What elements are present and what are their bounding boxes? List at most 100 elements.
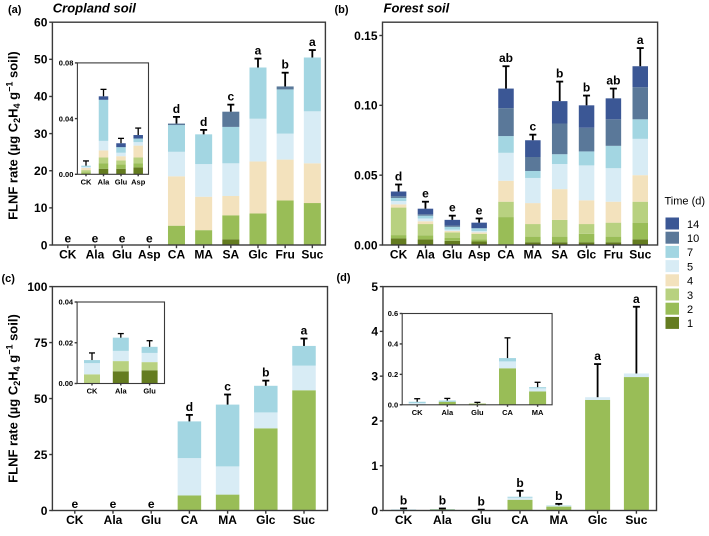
svg-text:5: 5 [687, 261, 693, 273]
svg-text:Glu: Glu [112, 248, 132, 262]
svg-text:10: 10 [34, 201, 48, 215]
svg-text:e: e [422, 187, 429, 201]
svg-text:20: 20 [34, 164, 48, 178]
svg-text:e: e [110, 497, 117, 511]
svg-text:Suc: Suc [629, 248, 651, 262]
svg-text:0.4: 0.4 [388, 340, 399, 349]
svg-text:1: 1 [371, 459, 378, 473]
svg-text:Glu: Glu [115, 177, 128, 186]
svg-text:e: e [148, 497, 155, 511]
svg-text:a: a [309, 35, 316, 49]
svg-text:FLNF rate (µg C2H4 g−1 soil): FLNF rate (µg C2H4 g−1 soil) [5, 314, 23, 483]
svg-text:SA: SA [551, 248, 568, 262]
svg-text:Glc: Glc [588, 513, 608, 527]
svg-text:CA: CA [181, 513, 199, 527]
svg-text:b: b [439, 493, 446, 507]
svg-text:Suc: Suc [625, 513, 647, 527]
svg-text:ab: ab [499, 51, 513, 65]
svg-text:(a): (a) [8, 4, 22, 16]
svg-text:Glu: Glu [143, 387, 156, 396]
svg-text:3: 3 [371, 369, 378, 383]
svg-text:0: 0 [41, 504, 48, 518]
svg-text:d: d [173, 102, 180, 116]
svg-text:Cropland soil: Cropland soil [53, 1, 136, 16]
svg-text:CK: CK [412, 408, 423, 417]
svg-text:2: 2 [371, 414, 378, 428]
svg-text:e: e [119, 231, 126, 245]
svg-text:Suc: Suc [293, 513, 315, 527]
svg-text:75: 75 [34, 336, 48, 350]
svg-text:d: d [186, 400, 193, 414]
svg-text:Asp: Asp [468, 248, 491, 262]
svg-text:0.00: 0.00 [59, 170, 74, 179]
svg-text:e: e [92, 231, 99, 245]
svg-text:60: 60 [34, 15, 48, 29]
svg-text:40: 40 [34, 90, 48, 104]
svg-text:0.10: 0.10 [354, 99, 378, 113]
svg-text:0.2: 0.2 [388, 370, 398, 379]
svg-text:CA: CA [168, 248, 186, 262]
svg-text:Asp: Asp [131, 177, 146, 186]
svg-text:Ala: Ala [433, 513, 452, 527]
svg-text:b: b [555, 489, 562, 503]
svg-text:Glc: Glc [256, 513, 276, 527]
svg-text:CK: CK [390, 248, 408, 262]
svg-text:0.15: 0.15 [354, 29, 378, 43]
svg-text:Fru: Fru [604, 248, 623, 262]
svg-text:Ala: Ala [441, 408, 454, 417]
svg-text:CK: CK [395, 513, 413, 527]
svg-text:50: 50 [34, 392, 48, 406]
svg-text:0.08: 0.08 [59, 59, 74, 68]
svg-text:CA: CA [511, 513, 529, 527]
svg-text:30: 30 [34, 127, 48, 141]
svg-text:25: 25 [34, 448, 48, 462]
svg-text:Fru: Fru [275, 248, 294, 262]
svg-text:10: 10 [687, 233, 699, 245]
svg-text:0.00: 0.00 [354, 238, 378, 252]
svg-text:MA: MA [549, 513, 568, 527]
svg-text:Glu: Glu [442, 248, 462, 262]
svg-text:Suc: Suc [301, 248, 323, 262]
svg-text:e: e [476, 203, 483, 217]
svg-text:b: b [400, 493, 407, 507]
svg-text:Glc: Glc [248, 248, 268, 262]
svg-text:50: 50 [34, 53, 48, 67]
svg-text:4: 4 [687, 276, 693, 288]
svg-text:1: 1 [687, 318, 693, 330]
svg-text:d: d [395, 170, 402, 184]
svg-text:Ala: Ala [98, 177, 111, 186]
svg-text:Ala: Ala [416, 248, 435, 262]
svg-text:CA: CA [502, 408, 513, 417]
svg-text:Forest soil: Forest soil [384, 1, 450, 16]
svg-text:(d): (d) [337, 272, 351, 284]
svg-text:CK: CK [66, 513, 84, 527]
svg-text:a: a [255, 44, 262, 58]
svg-text:0.0: 0.0 [388, 400, 398, 409]
svg-text:0.00: 0.00 [58, 379, 73, 388]
svg-text:7: 7 [687, 247, 693, 259]
svg-text:e: e [64, 231, 71, 245]
svg-text:c: c [227, 90, 234, 104]
svg-text:0: 0 [371, 504, 378, 518]
svg-text:5: 5 [371, 280, 378, 294]
svg-text:100: 100 [27, 280, 47, 294]
svg-text:Ala: Ala [104, 513, 123, 527]
svg-text:MA: MA [524, 248, 543, 262]
svg-text:3: 3 [687, 290, 693, 302]
svg-text:Ala: Ala [86, 248, 105, 262]
svg-text:MA: MA [194, 248, 213, 262]
svg-text:CA: CA [497, 248, 515, 262]
svg-text:a: a [301, 324, 308, 338]
svg-text:Asp: Asp [138, 248, 161, 262]
svg-text:Glc: Glc [577, 248, 597, 262]
svg-text:CK: CK [59, 248, 77, 262]
svg-text:0.05: 0.05 [354, 168, 378, 182]
svg-text:Time (d): Time (d) [665, 196, 706, 208]
svg-text:MA: MA [218, 513, 237, 527]
svg-text:CK: CK [87, 387, 98, 396]
svg-text:14: 14 [687, 219, 699, 231]
svg-text:2: 2 [687, 304, 693, 316]
svg-text:b: b [478, 495, 485, 509]
svg-text:a: a [594, 349, 601, 363]
svg-text:a: a [633, 292, 640, 306]
